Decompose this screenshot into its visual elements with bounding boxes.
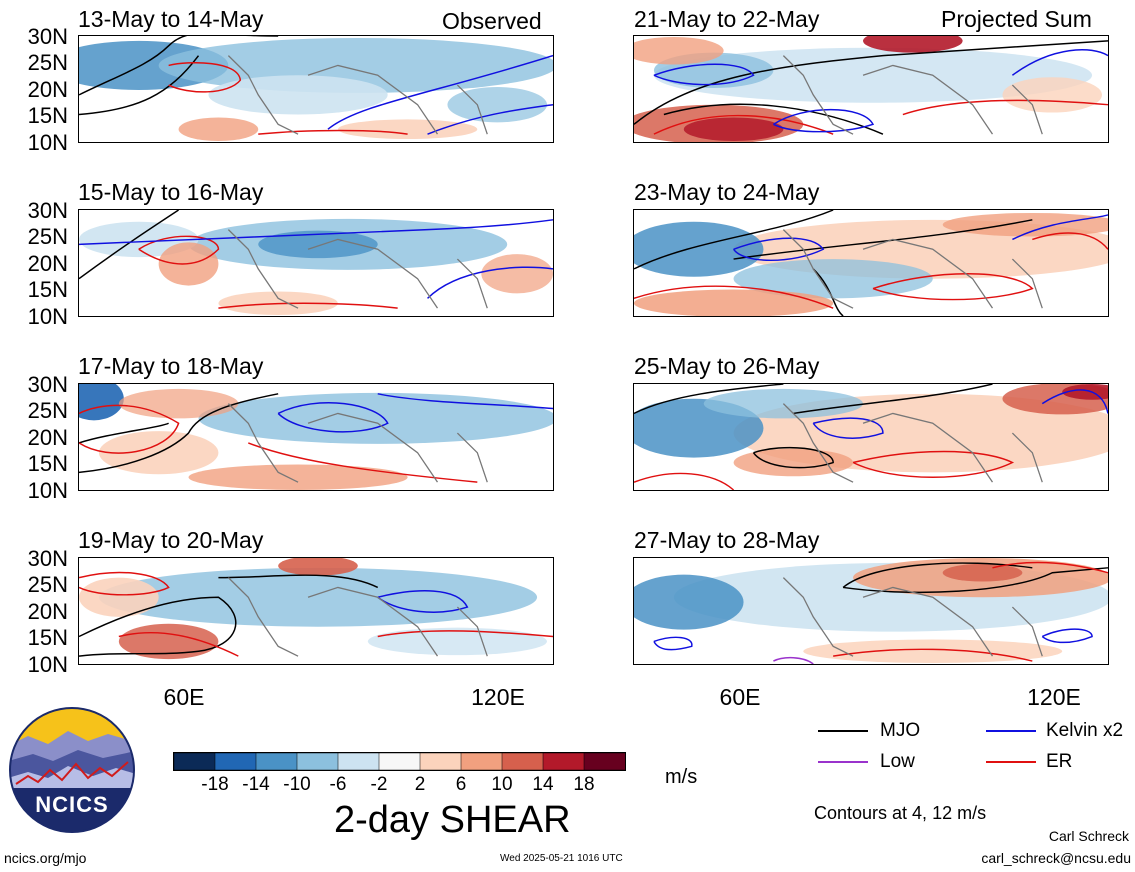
colorbar-swatch [214, 753, 257, 770]
ncics-logo: NCICS [8, 706, 136, 834]
lat-label: 10N [27, 130, 68, 155]
legend-line-low [818, 761, 868, 763]
lat-label: 30N [27, 546, 68, 571]
shear-map-panel-1 [78, 35, 554, 143]
colorbar-swatch [174, 753, 216, 770]
colorbar-tick-label: 10 [491, 774, 513, 795]
panel-title-8: 27-May to 28-May [634, 527, 820, 553]
panel-title-1: 13-May to 14-May [78, 6, 264, 32]
lat-label: 30N [27, 372, 68, 397]
colorbar-tick-label: -14 [242, 774, 270, 795]
lon-label-120e-left: 120E [471, 684, 525, 710]
legend-label-mjo: MJO [880, 720, 921, 741]
lat-label: 30N [27, 24, 68, 49]
panel-title-6: 23-May to 24-May [634, 179, 820, 205]
legend-label-kelvin: Kelvin x2 [1046, 720, 1124, 741]
lat-label: 15N [27, 451, 68, 476]
legend-line-kelvin [986, 730, 1036, 732]
lon-label-60e-left: 60E [163, 684, 205, 710]
colorbar-unit: m/s [665, 766, 698, 788]
lat-label: 25N [27, 398, 68, 423]
colorbar-swatch [337, 753, 380, 770]
footer-url[interactable]: ncics.org/mjo [4, 850, 87, 866]
shear-map-panel-7 [633, 383, 1109, 491]
lat-label: 20N [27, 599, 68, 624]
shear-map-panel-2 [78, 209, 554, 317]
colorbar-swatch [542, 753, 585, 770]
panel-title-7: 25-May to 26-May [634, 353, 820, 379]
colorbar-tick-label: 6 [455, 774, 467, 795]
lat-label: 10N [27, 652, 68, 677]
shear-map-panel-3 [78, 383, 554, 491]
footer-timestamp: Wed 2025-05-21 1016 UTC [500, 853, 623, 864]
lat-label: 20N [27, 77, 68, 102]
lat-label: 15N [27, 277, 68, 302]
colorbar-tick-label: -6 [329, 774, 347, 795]
legend-label-er: ER [1046, 751, 1073, 772]
lat-label: 30N [27, 198, 68, 223]
colorbar-swatch [460, 753, 503, 770]
shear-map-panel-6 [633, 209, 1109, 317]
lat-label: 20N [27, 251, 68, 276]
colorbar-swatch [378, 753, 421, 770]
lon-label-60e-right: 60E [719, 684, 761, 710]
panel-corner-label-1: Observed [442, 8, 542, 34]
lat-label: 20N [27, 425, 68, 450]
legend-line-er [986, 761, 1036, 763]
panel-title-4: 19-May to 20-May [78, 527, 264, 553]
contours-note: Contours at 4, 12 m/s [814, 803, 987, 823]
colorbar-tick-label: 18 [573, 774, 595, 795]
colorbar-tick-label: -10 [283, 774, 311, 795]
lon-label-120e-right: 120E [1027, 684, 1081, 710]
colorbar-swatch [583, 753, 625, 770]
colorbar-tick-label: 2 [414, 774, 426, 795]
colorbar-title: 2-day SHEAR [334, 799, 571, 841]
colorbar-swatch [419, 753, 462, 770]
legend-line-mjo [818, 730, 868, 732]
lat-label: 25N [27, 50, 68, 75]
colorbar-swatch [501, 753, 544, 770]
lat-label: 10N [27, 478, 68, 503]
shear-map-panel-4 [78, 557, 554, 665]
lat-label: 25N [27, 572, 68, 597]
ncics-logo-text: NCICS [35, 792, 109, 817]
colorbar-tick-label: -18 [201, 774, 229, 795]
panel-corner-label-5: Projected Sum [941, 6, 1092, 32]
lat-label: 25N [27, 224, 68, 249]
colorbar-tick-label: -2 [370, 774, 388, 795]
panel-title-2: 15-May to 16-May [78, 179, 264, 205]
colorbar [173, 752, 626, 771]
lat-label: 15N [27, 625, 68, 650]
shear-map-panel-5 [633, 35, 1109, 143]
lat-label: 15N [27, 103, 68, 128]
panel-title-3: 17-May to 18-May [78, 353, 264, 379]
colorbar-tick-label: 14 [532, 774, 554, 795]
lat-label: 10N [27, 304, 68, 329]
panel-title-5: 21-May to 22-May [634, 6, 820, 32]
colorbar-swatch [255, 753, 298, 770]
footer-author: Carl Schreck [1048, 828, 1129, 844]
shear-map-panel-8 [633, 557, 1109, 665]
legend-label-low: Low [880, 751, 915, 772]
colorbar-swatch [296, 753, 339, 770]
footer-email[interactable]: carl_schreck@ncsu.edu [981, 850, 1131, 866]
